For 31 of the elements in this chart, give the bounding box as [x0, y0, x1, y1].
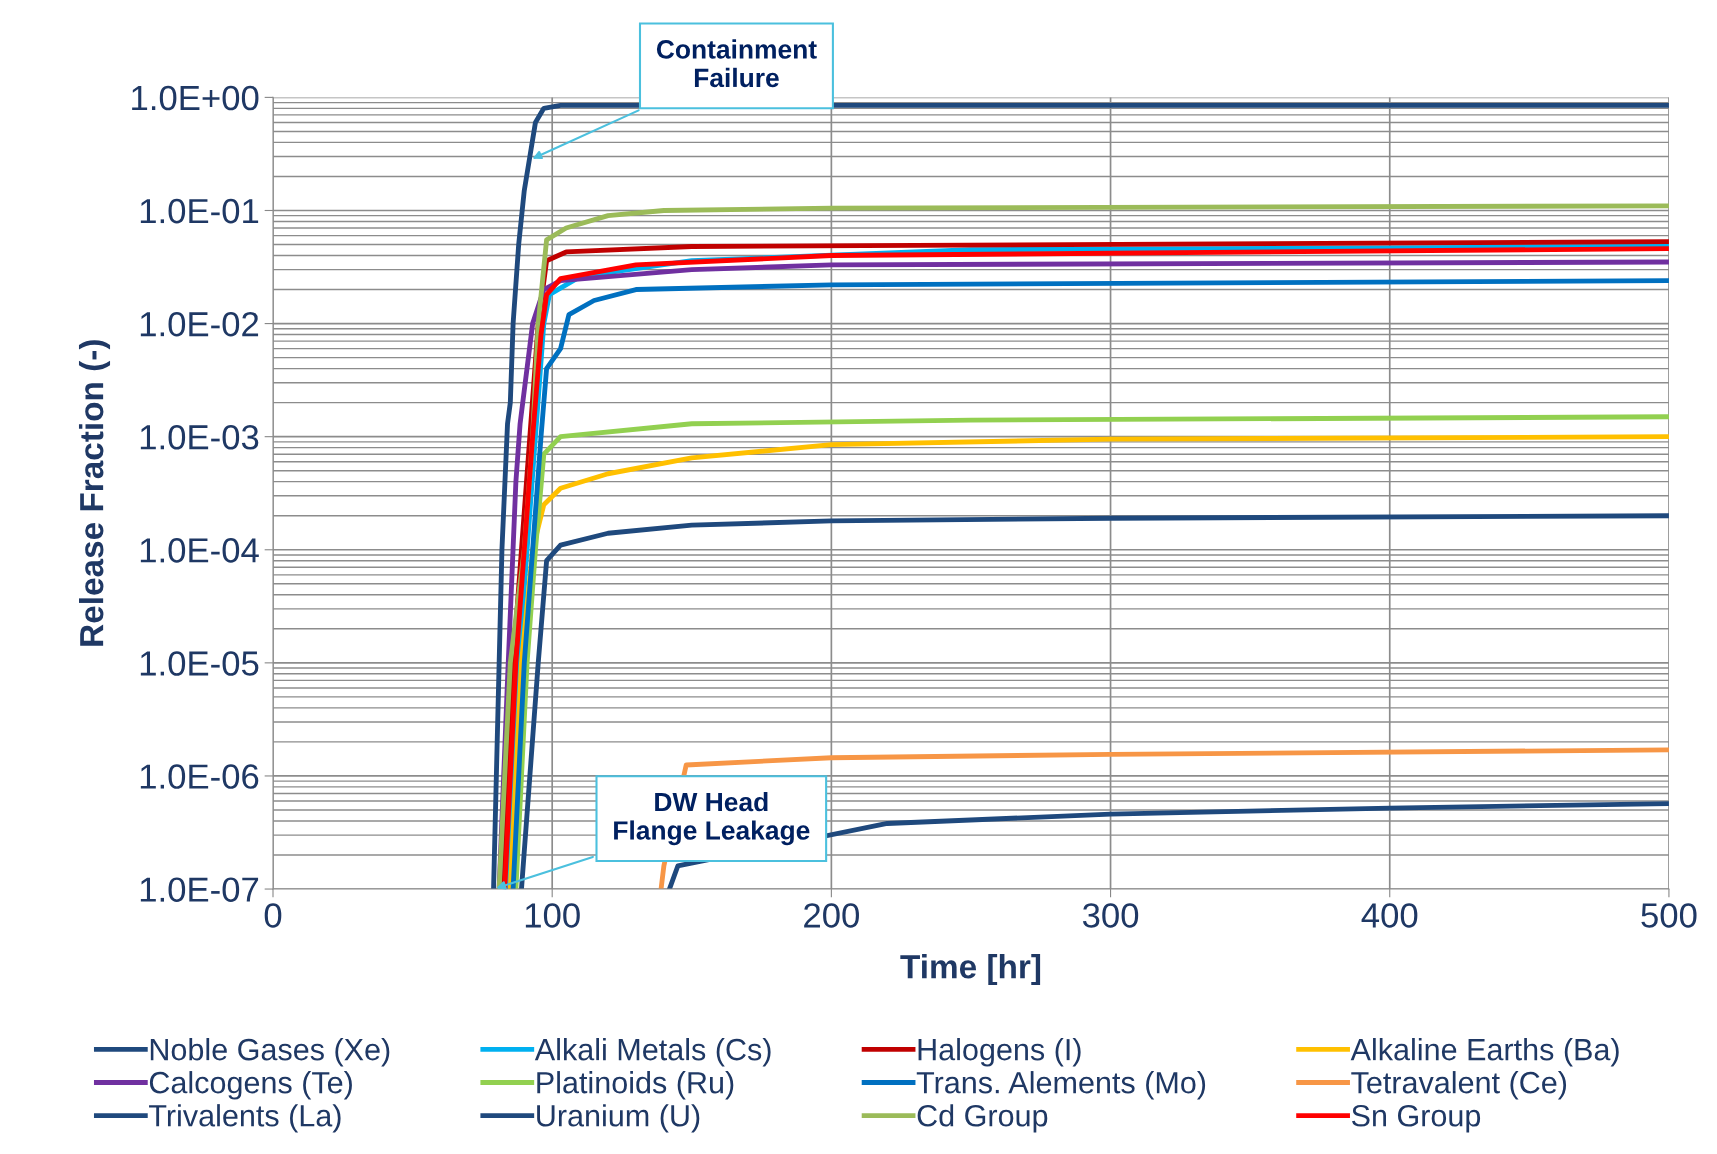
line-series: [519, 513, 1669, 890]
legend-label: Alkali Metals (Cs): [534, 1037, 771, 1067]
legend-label: Trans. Alements (Mo): [916, 1071, 1206, 1100]
legend-label: Tetravalent (Ce): [1351, 1071, 1567, 1100]
y-tick-label: 1.0E-01: [140, 198, 259, 224]
x-tick-label: 500: [1641, 903, 1697, 928]
y-tick-label: 1.0E-05: [140, 651, 259, 676]
y-tick-label: 1.0E+00: [132, 85, 259, 111]
annotation: DW Head Flange Leakage: [614, 791, 810, 846]
legend-label: Alkaline Earths (Ba): [1350, 1037, 1619, 1067]
x-tick-label: 200: [804, 903, 859, 928]
x-tick-label: 100: [525, 903, 580, 928]
legend-label: Calcogens (Te): [149, 1071, 352, 1100]
y-tick-label: 1.0E-06: [140, 764, 259, 789]
y-tick-label: 1.0E-07: [140, 877, 259, 902]
legend-label: Trivalents (La): [149, 1104, 341, 1133]
legend-label: Uranium (U): [537, 1104, 700, 1133]
x-tick-label: 0: [264, 903, 282, 928]
legend-label: Halogens (I): [918, 1037, 1081, 1067]
legend-label: Noble Gases (Xe): [150, 1037, 390, 1067]
x-tick-label: 300: [1082, 903, 1139, 928]
y-axis-title: Release Fraction (-): [78, 340, 111, 646]
x-tick-label: 400: [1361, 903, 1418, 928]
legend-label: Cd Group: [917, 1104, 1048, 1133]
y-tick-label: 1.0E-04: [140, 538, 259, 563]
y-tick-label: 1.0E-03: [140, 425, 259, 450]
legend-label: Sn Group: [1351, 1104, 1481, 1133]
x-axis-title: Time [hr]: [900, 954, 1041, 986]
legend-label: Platinoids (Ru): [537, 1071, 734, 1100]
annotation: Containment Failure: [656, 39, 817, 88]
y-tick-label: 1.0E-02: [140, 311, 259, 337]
